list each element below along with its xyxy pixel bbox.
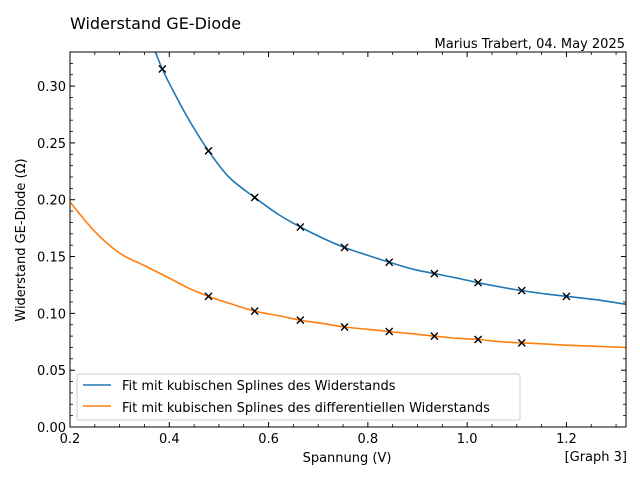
legend-label-series-1: Fit mit kubischen Splines des Widerstand… [122, 379, 396, 394]
data-point-marker [158, 65, 167, 74]
plot-frame [69, 51, 627, 428]
data-point-marker [296, 223, 305, 231]
series-line-2 [70, 201, 626, 349]
y-tick-label: 0.20 [37, 194, 66, 209]
y-tick-label: 0.05 [37, 364, 66, 379]
y-tick-label: 0.10 [37, 307, 66, 322]
marker-layer [158, 65, 571, 347]
x-tick-label: 1.0 [457, 432, 478, 447]
x-tick-label: 0.2 [60, 432, 81, 447]
legend-box [76, 373, 521, 421]
data-point-marker [430, 332, 439, 341]
data-point-marker [250, 193, 259, 202]
x-tick-label: 0.6 [258, 432, 279, 447]
x-axis-label: Spannung (V) [303, 451, 392, 466]
data-point-marker [204, 146, 213, 155]
data-point-marker [474, 278, 483, 287]
y-tick-label: 0.30 [37, 80, 66, 95]
data-point-marker [517, 286, 526, 295]
data-point-marker [340, 243, 349, 252]
legend: Fit mit kubischen Splines des Widerstand… [76, 373, 521, 421]
axis-ticks: 0.2 0.4 0.6 0.8 1.0 1.2 0.00 0.05 0.10 0.15 0.20 0.… [37, 51, 626, 447]
x-tick-label: 0.8 [358, 432, 379, 447]
data-point-marker [204, 292, 213, 301]
y-tick-label: 0.00 [37, 421, 66, 436]
data-point-marker [474, 335, 483, 344]
x-tick-label: 0.4 [159, 432, 180, 447]
data-point-marker [430, 269, 439, 278]
chart-title: Widerstand GE-Diode [70, 14, 241, 33]
data-point-marker [296, 316, 305, 325]
author-note: Marius Trabert, 04. May 2025 [435, 37, 625, 52]
legend-label-series-2: Fit mit kubischen Splines des differenti… [122, 401, 490, 416]
series-layer [70, 52, 626, 349]
y-tick-label: 0.25 [37, 137, 66, 152]
data-point-marker [562, 292, 571, 301]
data-point-marker [250, 307, 259, 316]
data-point-marker [517, 338, 526, 347]
y-tick-label: 0.15 [37, 251, 66, 266]
x-tick-label: 1.2 [556, 432, 577, 447]
series-line-1 [154, 52, 626, 306]
data-point-marker [340, 323, 349, 331]
graph-number-label: [Graph 3] [565, 450, 627, 465]
data-point-marker [385, 327, 394, 336]
y-axis-label: Widerstand GE-Diode (Ω) [14, 158, 29, 321]
data-point-marker [385, 258, 394, 267]
